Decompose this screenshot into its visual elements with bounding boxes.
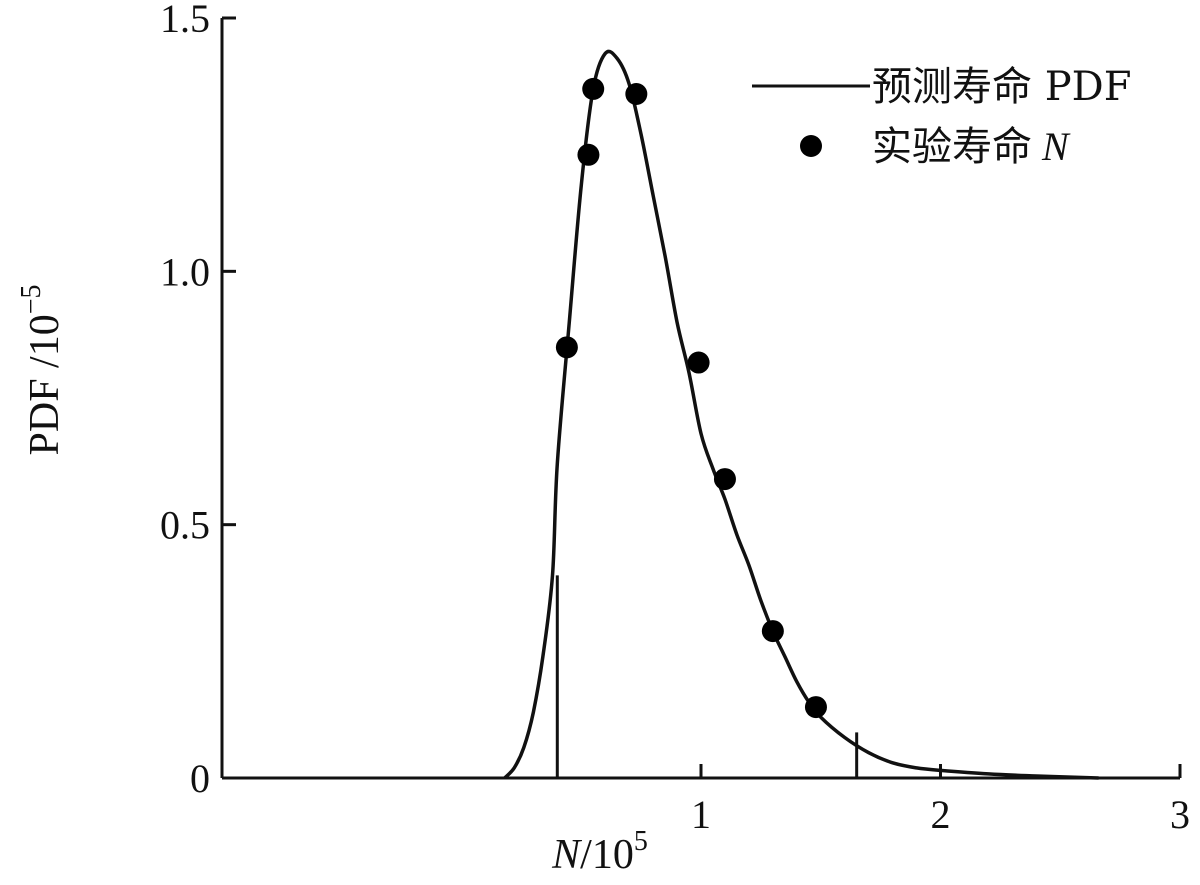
legend-label-experimental-text: 实验寿命: [872, 124, 1032, 170]
experimental-life-points: [555, 77, 827, 719]
x-tick-label: 3: [1170, 792, 1190, 837]
x-axis-exp: 5: [634, 826, 648, 857]
bound-lines: [555, 575, 859, 778]
legend-point-swatch: [800, 135, 822, 157]
y-tick-label: 1.5: [160, 0, 210, 41]
y-axis-text: PDF /10: [22, 314, 68, 455]
y-tick-label: 1.0: [160, 249, 210, 294]
ticks: 0 0.5 1.0 1.5 1 2 3: [160, 0, 1190, 837]
x-axis-unit: /10: [580, 832, 634, 878]
x-tick-label: 2: [931, 792, 951, 837]
data-point: [555, 336, 578, 359]
legend-label-predicted: 预测寿命 PDF: [872, 64, 1131, 110]
y-tick-label: 0: [190, 756, 210, 801]
data-point: [582, 77, 605, 100]
y-axis-exp: −5: [16, 284, 47, 314]
legend-label-experimental-var: N: [1041, 124, 1071, 169]
data-point: [577, 143, 600, 166]
y-tick-label: 0.5: [160, 503, 210, 548]
y-axis-title: PDF /10−5: [16, 284, 68, 455]
data-point: [625, 83, 648, 105]
data-point: [761, 620, 784, 643]
legend: 预测寿命 PDF 实验寿命 N: [752, 64, 1131, 170]
data-point: [687, 351, 710, 374]
x-tick-label: 1: [691, 792, 711, 837]
axes: [220, 18, 1180, 780]
data-point: [713, 468, 736, 491]
data-point: [804, 696, 827, 719]
x-axis-title: N/105: [551, 826, 648, 878]
predicted-life-pdf-curve: [503, 49, 1099, 780]
legend-label-experimental: 实验寿命 N: [872, 124, 1071, 170]
x-axis-var: N: [551, 832, 582, 878]
